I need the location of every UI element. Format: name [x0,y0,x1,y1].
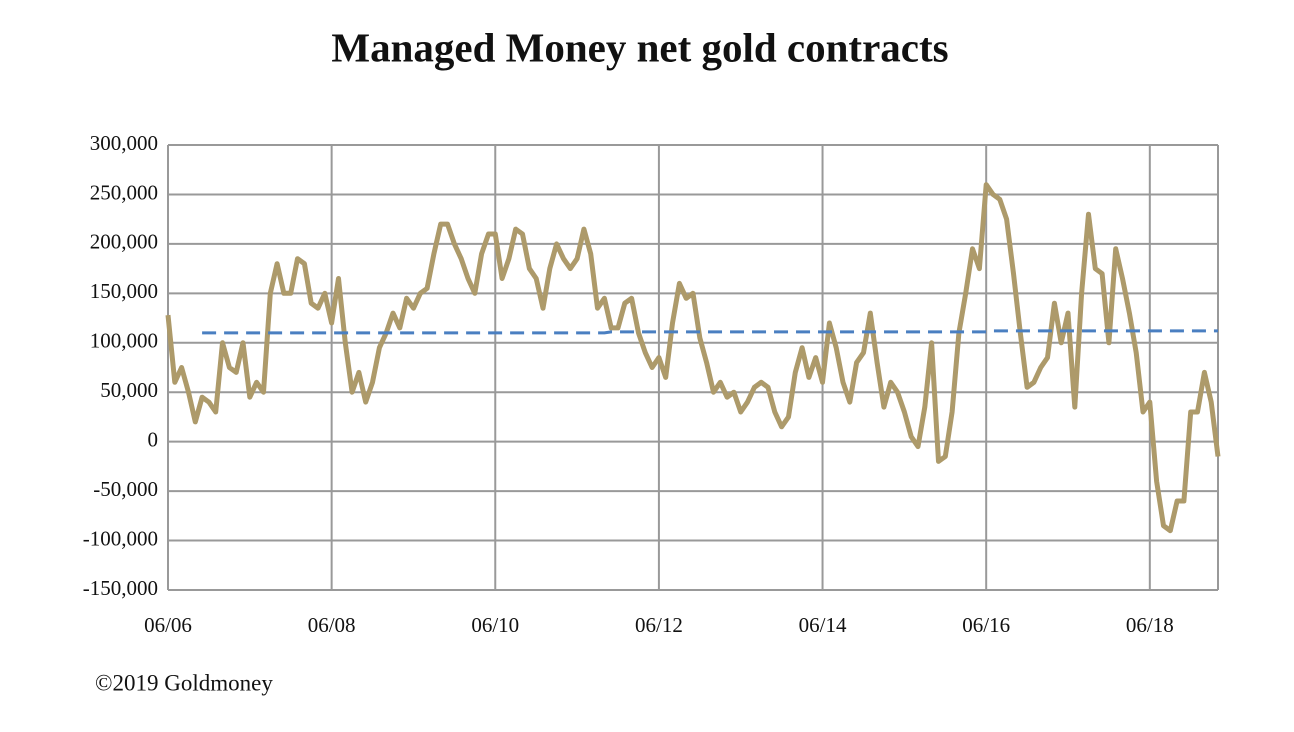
series-line [202,329,1218,335]
x-tick-label: 06/08 [308,613,356,637]
x-tick-label: 06/16 [962,613,1010,637]
y-tick-label: 300,000 [90,131,158,155]
y-tick-label: -100,000 [83,526,158,550]
y-tick-label: 100,000 [90,329,158,353]
y-tick-label: 50,000 [100,378,158,402]
x-tick-label: 06/12 [635,613,683,637]
y-tick-label: 200,000 [90,230,158,254]
series-line [165,182,1221,534]
y-tick-label: 0 [148,427,159,451]
footer: ©2019 Goldmoney [95,670,273,695]
x-tick-label: 06/14 [799,613,847,637]
x-tick-label: 06/18 [1126,613,1174,637]
y-tick-label: 250,000 [90,180,158,204]
y-tick-label: -50,000 [93,477,158,501]
chart-title: Managed Money net gold contracts [331,24,948,70]
y-tick-label: -150,000 [83,576,158,600]
x-tick-label: 06/10 [471,613,519,637]
x-tick-label: 06/06 [144,613,192,637]
y-tick-label: 150,000 [90,279,158,303]
